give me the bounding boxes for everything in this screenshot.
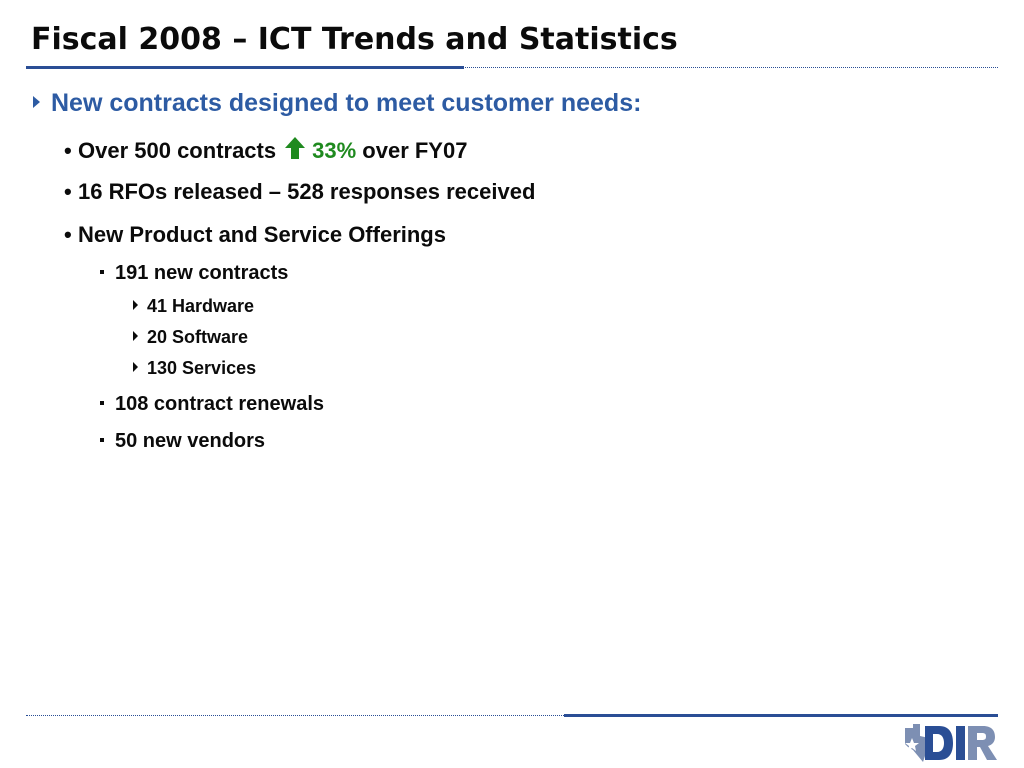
square-bullet-icon bbox=[100, 438, 104, 442]
bullet-rfos: • 16 RFOs released – 528 responses receiv… bbox=[64, 179, 536, 204]
increase-percentage: 33% bbox=[312, 138, 357, 163]
sub-bullet-vendors: 50 new vendors bbox=[100, 430, 265, 453]
sub-bullet-renewals: 108 contract renewals bbox=[100, 393, 324, 416]
sub-bullet-text: 108 contract renewals bbox=[115, 393, 324, 415]
bullet-offerings-text: New Product and Service Offerings bbox=[78, 222, 446, 247]
square-bullet-icon bbox=[100, 270, 104, 274]
heading-text: New contracts designed to meet customer … bbox=[51, 89, 642, 117]
list-item-software: 20 Software bbox=[133, 327, 248, 348]
bullet-contracts-suffix: over FY07 bbox=[362, 138, 468, 163]
bullet-rfos-text: 16 RFOs released – 528 responses receive… bbox=[78, 179, 536, 204]
triangle-bullet-icon bbox=[133, 331, 138, 341]
sub-bullet-text: 191 new contracts bbox=[115, 262, 289, 284]
bullet-offerings: • New Product and Service Offerings bbox=[64, 222, 446, 247]
bullet-contracts-text: Over 500 contracts bbox=[78, 138, 277, 163]
list-item-hardware: 41 Hardware bbox=[133, 296, 254, 317]
sub-bullet-text: 50 new vendors bbox=[115, 430, 266, 452]
heading-bullet: New contracts designed to meet customer … bbox=[33, 89, 641, 118]
square-bullet-icon bbox=[100, 401, 104, 405]
list-item-text: 20 Software bbox=[147, 327, 249, 347]
list-item-services: 130 Services bbox=[133, 358, 256, 379]
up-arrow-icon bbox=[285, 137, 306, 159]
dir-logo bbox=[905, 724, 997, 762]
title-divider bbox=[26, 66, 998, 70]
triangle-bullet-icon bbox=[133, 300, 138, 310]
triangle-bullet-icon bbox=[33, 96, 40, 108]
footer-divider bbox=[26, 714, 998, 718]
bullet-contracts: • Over 500 contracts 33% over FY07 bbox=[64, 137, 468, 163]
list-item-text: 130 Services bbox=[147, 358, 257, 378]
sub-bullet-new-contracts: 191 new contracts bbox=[100, 262, 288, 285]
triangle-bullet-icon bbox=[133, 362, 138, 372]
slide-title: Fiscal 2008 – ICT Trends and Statistics bbox=[31, 22, 678, 57]
list-item-text: 41 Hardware bbox=[147, 296, 255, 316]
